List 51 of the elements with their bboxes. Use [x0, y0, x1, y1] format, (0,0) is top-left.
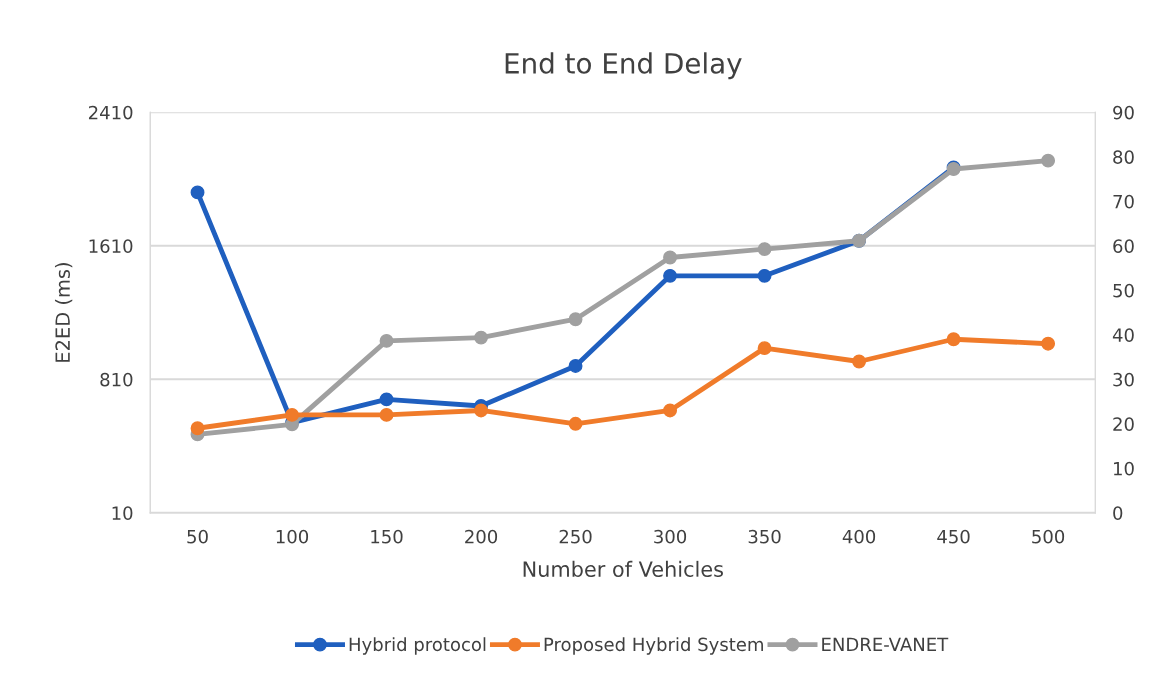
point [663, 250, 678, 265]
x-tick-label: 200 [465, 529, 498, 544]
y-tick-label: 810 [100, 372, 133, 387]
point [568, 312, 583, 327]
y2-tick-label: 80 [1113, 150, 1134, 164]
y-tick-label: 2410 [88, 105, 133, 120]
point [190, 185, 205, 200]
chart-title: End to End Delay [505, 52, 742, 80]
point [1041, 336, 1056, 351]
point [474, 403, 488, 418]
point [1041, 153, 1056, 168]
y-tick-label: 1610 [89, 239, 133, 253]
point [379, 392, 394, 407]
point [757, 341, 772, 356]
point [285, 407, 299, 422]
y2-tick-label: 30 [1113, 372, 1134, 387]
point [379, 333, 394, 348]
y2-tick-label: 60 [1113, 239, 1134, 253]
x-tick-label: 50 [187, 529, 208, 544]
point [852, 354, 867, 369]
x-tick-label: 100 [276, 529, 309, 544]
x-tick-label: 150 [371, 529, 403, 544]
y2-tick-label: 70 [1113, 194, 1134, 209]
point [663, 403, 678, 418]
legend-label: Proposed Hybrid System [544, 637, 763, 655]
y2-tick-label: 20 [1113, 417, 1134, 431]
y2-tick-label: 40 [1112, 328, 1134, 342]
x-tick-label: 350 [748, 529, 781, 544]
point [190, 421, 205, 436]
point [474, 330, 488, 345]
y-tick-label: 10 [112, 506, 133, 520]
x-axis-title: Number of Vehicles [523, 560, 723, 577]
x-tick-label: 500 [1032, 529, 1065, 544]
x-tick-label: 300 [654, 529, 687, 544]
point [757, 242, 772, 257]
legend-label: ENDRE-VANET [822, 637, 949, 651]
point [757, 268, 772, 283]
point [568, 416, 583, 431]
x-tick-label: 250 [559, 529, 592, 544]
y2-tick-label: 0 [1113, 506, 1123, 520]
point [663, 268, 678, 283]
point [946, 332, 961, 347]
y2-tick-label: 50 [1113, 283, 1134, 298]
y2-tick-label: 10 [1113, 461, 1134, 476]
point [379, 407, 394, 422]
y2-tick-label: 90 [1113, 105, 1134, 120]
x-tick-label: 400 [842, 529, 876, 544]
legend-label: Hybrid protocol [349, 637, 486, 655]
x-tick-label: 450 [937, 529, 970, 544]
point [568, 359, 583, 373]
y-axis-title: E2ED (ms) [54, 263, 73, 362]
